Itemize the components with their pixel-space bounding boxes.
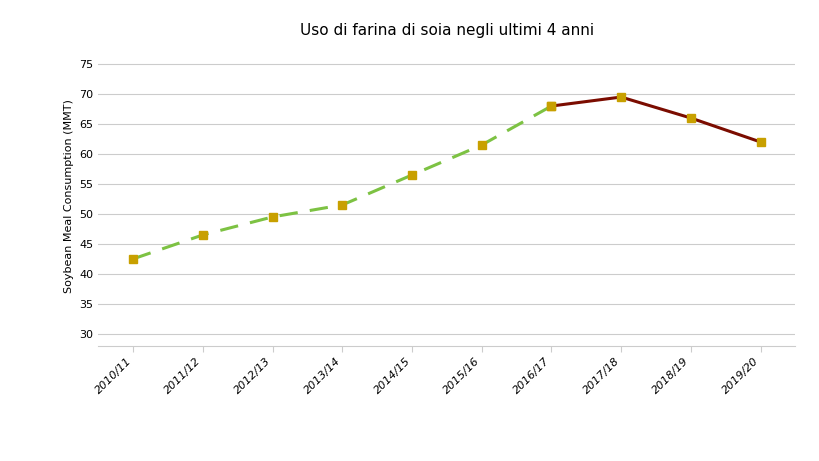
Y-axis label: Soybean Meal Consumption (MMT): Soybean Meal Consumption (MMT) (64, 99, 74, 293)
Title: Uso di farina di soia negli ultimi 4 anni: Uso di farina di soia negli ultimi 4 ann… (300, 23, 593, 38)
